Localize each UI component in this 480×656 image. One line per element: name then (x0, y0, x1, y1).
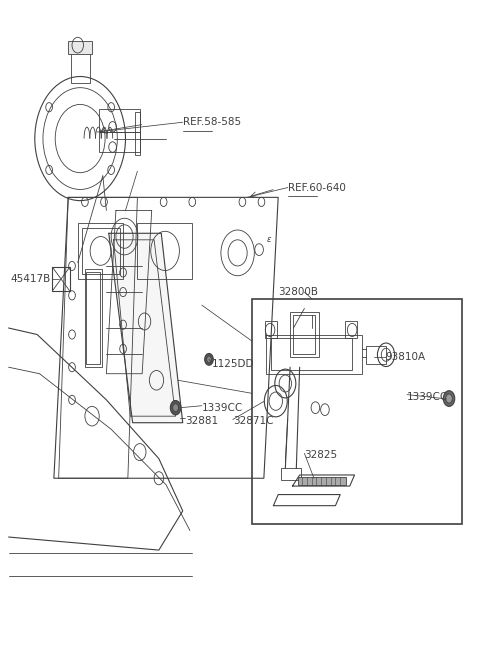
Text: 45417B: 45417B (11, 274, 51, 284)
Bar (293, 315, 315, 354)
Text: ε: ε (266, 236, 271, 244)
Circle shape (170, 401, 181, 415)
Bar (271, 338, 352, 371)
Bar (137, 224, 192, 279)
Bar (99, 132, 140, 152)
Circle shape (173, 404, 179, 411)
Bar (366, 346, 385, 364)
Bar (135, 112, 140, 155)
Text: 1339CC: 1339CC (407, 392, 448, 401)
Bar (71, 47, 90, 83)
Circle shape (444, 391, 455, 406)
Text: 93810A: 93810A (385, 352, 426, 362)
Text: 1125DD: 1125DD (211, 359, 254, 369)
Text: 32881: 32881 (185, 416, 218, 426)
Bar (290, 312, 319, 358)
Bar (281, 468, 300, 480)
Bar (345, 321, 357, 338)
Bar (78, 224, 123, 279)
Bar (82, 228, 120, 274)
Bar (68, 41, 92, 54)
Bar (252, 298, 462, 524)
Text: REF.58-585: REF.58-585 (183, 117, 241, 127)
Text: 32871C: 32871C (233, 416, 273, 426)
Bar (298, 477, 346, 485)
Text: 32825: 32825 (304, 451, 337, 461)
Polygon shape (109, 234, 183, 422)
Bar (52, 267, 70, 291)
Bar (85, 269, 102, 367)
Text: REF.60-640: REF.60-640 (288, 182, 346, 193)
Bar (99, 109, 140, 132)
Circle shape (206, 356, 211, 363)
Bar (265, 321, 277, 338)
Text: 32800B: 32800B (278, 287, 318, 297)
Circle shape (204, 354, 213, 365)
Text: 1339CC: 1339CC (202, 403, 243, 413)
Circle shape (446, 394, 452, 403)
Bar (86, 272, 100, 364)
